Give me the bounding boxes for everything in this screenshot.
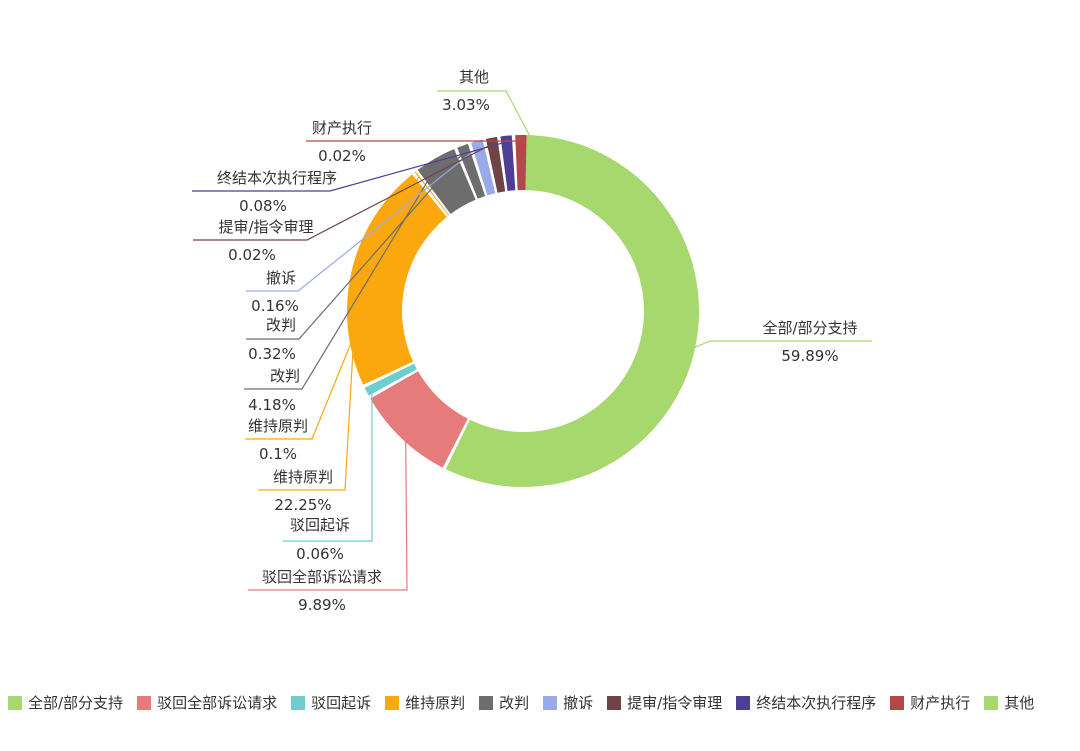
legend-swatch-7 [607,696,622,710]
slice-percent-label-9: 0.02% [228,246,276,264]
donut-slices [347,135,699,487]
slice-name-label-6: 改判 [270,367,300,385]
leader-line-2 [248,434,408,591]
leader-line-10 [192,141,507,192]
legend-label-7: 提审/指令审理 [627,694,723,712]
legend-swatch-5 [479,696,494,710]
slice-name-label-4: 维持原判 [273,468,333,486]
legend-label-3: 驳回起诉 [311,694,372,712]
slice-percent-label-6: 4.18% [248,396,296,414]
leader-line-1 [688,340,872,351]
donut-slice-9[interactable] [485,136,506,193]
slice-name-label-12: 其他 [459,68,489,86]
slice-percent-label-11: 0.02% [318,147,366,165]
slice-name-label-1: 全部/部分支持 [762,319,857,337]
slice-percent-label-10: 0.08% [239,197,287,215]
donut-slice-2[interactable] [370,371,468,468]
legend-swatch-1 [8,696,22,710]
slice-labels: 全部/部分支持 59.89% 驳回全部诉讼请求 9.89% 驳回起诉 0.06% 维持原判 2… [192,68,872,614]
leader-line-6 [244,163,439,390]
legend-swatch-8 [736,696,751,710]
legend-item-10[interactable]: 其他 [984,688,1034,718]
slice-name-label-7: 改判 [266,316,296,334]
legend-item-1[interactable]: 全部/部分支持 [8,688,123,718]
slice-name-label-9: 提审/指令审理 [218,218,313,236]
donut-slice-10[interactable] [500,135,516,191]
legend-item-9[interactable]: 财产执行 [890,688,970,718]
legend-swatch-10 [984,696,999,710]
legend-swatch-6 [543,696,558,710]
donut-slice-11[interactable] [515,135,527,191]
leader-line-8 [246,146,479,292]
slice-name-label-2: 驳回全部诉讼请求 [262,568,382,586]
slice-name-label-10: 终结本次执行程序 [217,169,337,187]
legend-label-8: 终结本次执行程序 [756,694,877,712]
donut-slice-6[interactable] [417,149,476,215]
donut-slice-4[interactable] [347,174,447,385]
legend-item-6[interactable]: 撤诉 [543,688,593,718]
slice-percent-label-4: 22.25% [274,496,331,514]
legend-swatch-3 [291,696,306,710]
legend-label-6: 撤诉 [563,694,594,712]
legend-label-2: 驳回全部诉讼请求 [157,694,278,712]
slice-name-label-8: 撤诉 [266,269,296,287]
donut-slice-3[interactable] [364,363,417,396]
donut-slice-8[interactable] [471,139,496,196]
legend-swatch-4 [385,696,400,710]
donut-slice-1[interactable] [445,135,699,487]
leader-line-5 [245,176,420,440]
slice-name-label-5: 维持原判 [248,417,308,435]
legend-item-2[interactable]: 驳回全部诉讼请求 [137,688,277,718]
legend-label-4: 维持原判 [405,694,466,712]
legend-item-3[interactable]: 驳回起诉 [291,688,371,718]
legend-label-5: 改判 [499,694,530,712]
donut-slice-12[interactable] [527,135,537,191]
legend-label-9: 财产执行 [910,694,971,712]
leader-line-9 [193,143,493,241]
slice-name-label-11: 财产执行 [312,119,372,137]
legend-item-8[interactable]: 终结本次执行程序 [736,688,876,718]
legend-item-5[interactable]: 改判 [479,688,529,718]
leader-line-4 [258,272,359,491]
legend-item-7[interactable]: 提审/指令审理 [607,688,722,718]
slice-percent-label-7: 0.32% [248,345,296,363]
slice-percent-label-5: 0.1% [259,445,297,463]
donut-chart: 全部/部分支持 59.89% 驳回全部诉讼请求 9.89% 驳回起诉 0.06% 维持原判 2… [192,68,872,614]
slice-percent-label-12: 3.03% [442,96,490,114]
slice-percent-label-2: 9.89% [298,596,346,614]
slice-percent-label-1: 59.89% [781,347,838,365]
legend-label-10: 其他 [1004,694,1035,712]
leader-line-7 [246,150,466,340]
leader-line-3 [283,388,373,542]
donut-slice-5[interactable] [414,171,450,216]
legend-swatch-2 [137,696,152,710]
slice-name-label-3: 驳回起诉 [290,516,350,534]
legend-label-1: 全部/部分支持 [28,694,124,712]
leader-line-12 [437,90,534,142]
legend-item-4[interactable]: 维持原判 [385,688,465,718]
slice-percent-label-8: 0.16% [251,297,299,315]
slice-percent-label-3: 0.06% [296,545,344,563]
legend-swatch-9 [890,696,905,710]
chart-legend: 全部/部分支持 驳回全部诉讼请求 驳回起诉 维持原判 改判 撤诉 提审/指令审理 终结本次执行… [8,688,1078,718]
